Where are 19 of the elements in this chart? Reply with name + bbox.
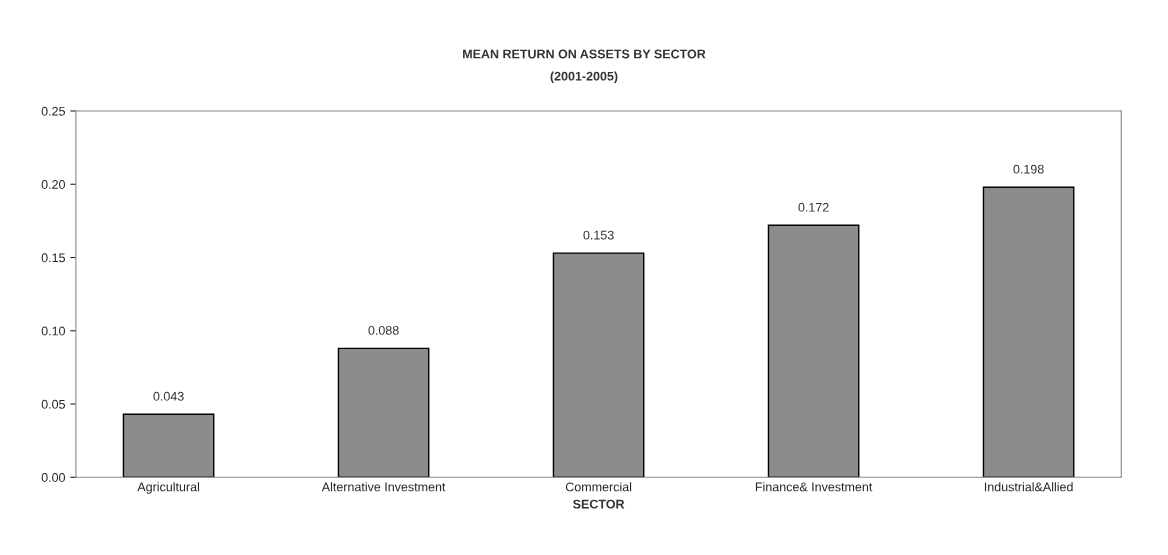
data-label: 0.088	[368, 325, 399, 335]
y-tick-label: 0.00	[41, 473, 66, 482]
y-tick-label: 0.15	[41, 253, 65, 263]
data-label: 0.153	[583, 230, 614, 240]
x-tick-label: Industrial&Allied	[984, 482, 1073, 492]
x-tick-label: Finance& Investment	[755, 482, 873, 492]
x-axis-title: SECTOR	[573, 499, 625, 509]
data-label: 0.043	[153, 391, 184, 401]
x-tick-label: Commercial	[565, 482, 632, 492]
chart-title: MEAN RETURN ON ASSETS BY SECTOR	[463, 49, 706, 59]
x-tick-label: Agricultural	[137, 482, 200, 494]
y-tick-label: 0.25	[41, 106, 65, 116]
y-tick-label: 0.05	[41, 399, 65, 409]
y-tick-label: 0.20	[41, 180, 66, 189]
data-label: 0.198	[1013, 164, 1044, 174]
chart-subtitle: (2001-2005)	[550, 71, 618, 84]
y-tick-label: 0.10	[41, 326, 66, 336]
x-tick-label: Alternative Investment	[321, 482, 446, 492]
data-label: 0.172	[798, 202, 829, 212]
